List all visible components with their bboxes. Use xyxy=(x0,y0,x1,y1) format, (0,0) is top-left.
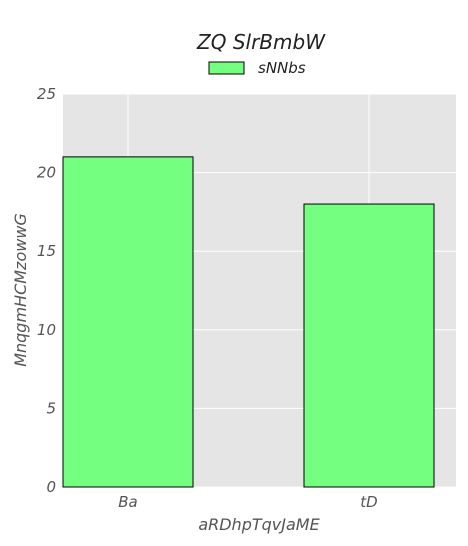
bar-tD xyxy=(303,203,435,488)
y-tick-label: 15 xyxy=(37,242,56,260)
y-tick-label: 0 xyxy=(46,478,56,496)
y-tick-label: 5 xyxy=(46,399,56,417)
x-tick-label: tD xyxy=(360,493,377,511)
y-tick-label: 25 xyxy=(37,85,56,103)
legend: sNNbs xyxy=(208,59,306,77)
x-axis-label: aRDhpTqvJaME xyxy=(198,515,320,534)
x-tick-label: Ba xyxy=(118,493,137,511)
y-tick-labels: 0 5 10 15 20 25 xyxy=(37,85,56,496)
chart-title: ZQ SlrBmbW xyxy=(196,30,326,54)
y-axis-label: MnqgmHCMzowwG xyxy=(11,213,30,367)
x-tick-labels: Ba tD xyxy=(118,493,377,511)
legend-label: sNNbs xyxy=(258,59,306,77)
y-tick-label: 10 xyxy=(37,321,56,339)
legend-swatch xyxy=(208,61,245,75)
bars xyxy=(62,156,435,488)
y-tick-label: 20 xyxy=(37,164,56,182)
bar-Ba xyxy=(62,156,194,488)
